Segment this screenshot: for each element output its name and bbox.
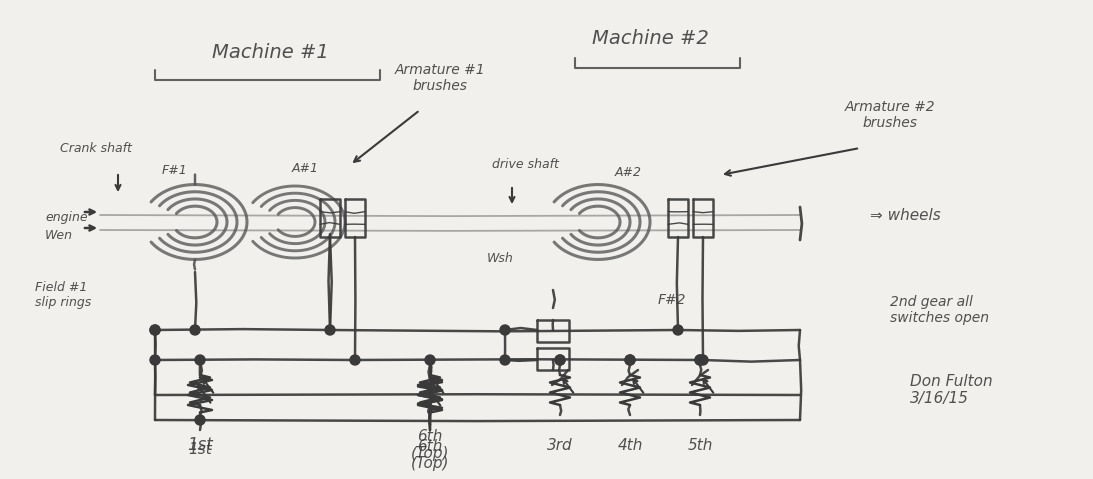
Circle shape [150,355,160,365]
Text: 1st: 1st [188,443,212,457]
Circle shape [195,415,205,425]
Circle shape [350,355,360,365]
Text: ⇒ wheels: ⇒ wheels [870,207,941,223]
Text: 1st: 1st [187,436,213,454]
Text: 3rd: 3rd [548,437,573,453]
Circle shape [325,325,334,335]
Text: Machine #2: Machine #2 [591,28,708,47]
Circle shape [150,325,160,335]
Circle shape [425,355,435,365]
Text: 2nd gear all
switches open: 2nd gear all switches open [890,295,989,325]
Text: 4th: 4th [618,437,643,453]
Text: F#2: F#2 [658,293,686,307]
Text: A#2: A#2 [614,166,642,179]
Circle shape [555,355,565,365]
Circle shape [625,355,635,365]
Circle shape [695,355,705,365]
Circle shape [698,355,708,365]
Text: 6th
(Top): 6th (Top) [411,429,449,461]
Circle shape [150,325,160,335]
Text: drive shaft: drive shaft [492,159,559,171]
Circle shape [195,355,205,365]
Text: Machine #1: Machine #1 [212,43,328,61]
Text: Wsh: Wsh [486,251,514,264]
Circle shape [500,355,510,365]
Text: Crank shaft: Crank shaft [60,141,132,155]
Text: Wen: Wen [45,228,73,241]
Text: 6th
(Top): 6th (Top) [411,439,449,471]
Circle shape [500,325,510,335]
Text: engine: engine [45,212,87,225]
Text: 5th: 5th [687,437,713,453]
Circle shape [625,355,635,365]
Text: Armature #1
brushes: Armature #1 brushes [395,63,485,93]
Text: Don Fulton
3/16/15: Don Fulton 3/16/15 [910,374,992,406]
Circle shape [673,325,683,335]
Circle shape [190,325,200,335]
Text: A#1: A#1 [292,161,318,174]
Circle shape [555,355,565,365]
Text: Field #1
slip rings: Field #1 slip rings [35,281,91,309]
Text: Armature #2
brushes: Armature #2 brushes [845,100,936,130]
Text: F#1: F#1 [162,163,188,176]
Circle shape [695,355,705,365]
